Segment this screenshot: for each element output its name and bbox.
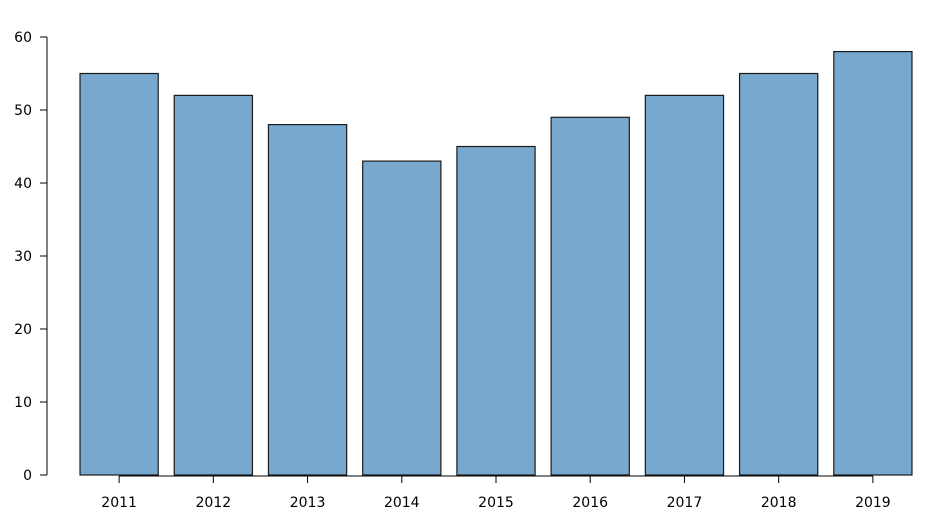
bar-2017 [644, 94, 725, 476]
x-tick-label-2019: 2019 [855, 495, 891, 511]
x-tick-label-2016: 2016 [572, 495, 608, 511]
x-tick-label-2013: 2013 [290, 495, 326, 511]
y-tick-label: 30 [14, 249, 32, 265]
bar-2019 [833, 50, 913, 476]
y-tick-label: 40 [14, 176, 32, 192]
y-tick-label: 20 [14, 322, 32, 338]
bar-2016 [550, 116, 630, 476]
y-tick-label: 60 [14, 30, 32, 46]
x-tick-label-2014: 2014 [384, 495, 420, 511]
y-tick-label: 10 [14, 395, 32, 411]
y-tick-label: 50 [14, 103, 32, 119]
bar-2018 [738, 72, 819, 476]
bar-series [79, 50, 913, 476]
x-axis: 2011 2012 2013 2014 2015 2016 2017 2018 2019 [101, 475, 891, 511]
bar-2011 [79, 72, 159, 476]
bar-2013 [267, 123, 348, 476]
x-tick-label-2012: 2012 [196, 495, 232, 511]
y-tick-label: 0 [23, 468, 32, 484]
bar-2015 [456, 145, 536, 476]
x-tick-label-2018: 2018 [761, 495, 797, 511]
y-axis: 0 10 20 30 40 50 60 [14, 30, 48, 484]
x-tick-label-2011: 2011 [101, 495, 137, 511]
x-tick-label-2015: 2015 [478, 495, 514, 511]
x-tick-label-2017: 2017 [667, 495, 703, 511]
bar-2014 [362, 160, 442, 476]
bar-2012 [173, 94, 254, 476]
